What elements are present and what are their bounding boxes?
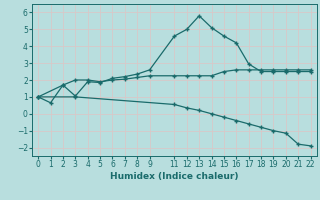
X-axis label: Humidex (Indice chaleur): Humidex (Indice chaleur) (110, 172, 239, 181)
